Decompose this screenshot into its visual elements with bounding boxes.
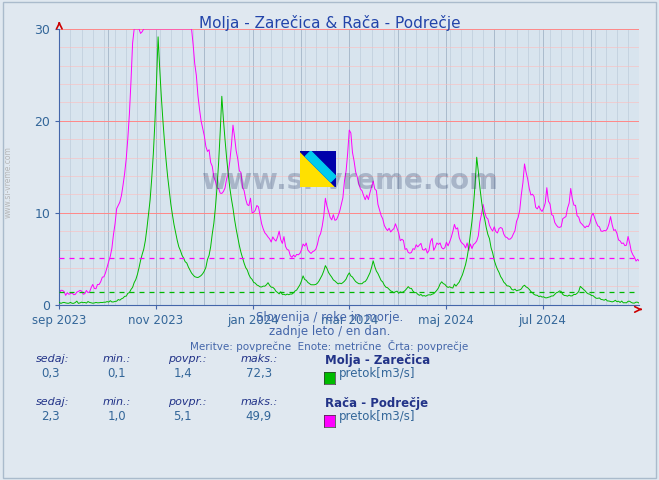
Text: Rača - Podrečje: Rača - Podrečje [325, 397, 428, 410]
Text: povpr.:: povpr.: [168, 397, 206, 408]
Polygon shape [300, 151, 336, 187]
Polygon shape [300, 151, 336, 187]
Text: min.:: min.: [102, 397, 130, 408]
Text: www.si-vreme.com: www.si-vreme.com [4, 146, 13, 218]
Text: maks.:: maks.: [241, 354, 278, 364]
Text: 72,3: 72,3 [246, 367, 272, 380]
Text: maks.:: maks.: [241, 397, 278, 408]
Text: 1,4: 1,4 [173, 367, 192, 380]
Text: sedaj:: sedaj: [36, 354, 70, 364]
Text: Molja - Zarečica: Molja - Zarečica [325, 354, 430, 367]
Text: pretok[m3/s]: pretok[m3/s] [339, 367, 415, 380]
Text: 49,9: 49,9 [246, 410, 272, 423]
Text: 1,0: 1,0 [107, 410, 126, 423]
Text: 0,1: 0,1 [107, 367, 126, 380]
Text: Slovenija / reke in morje.: Slovenija / reke in morje. [256, 311, 403, 324]
Text: Meritve: povprečne  Enote: metrične  Črta: povprečje: Meritve: povprečne Enote: metrične Črta:… [190, 340, 469, 352]
Text: min.:: min.: [102, 354, 130, 364]
Text: Molja - Zarečica & Rača - Podrečje: Molja - Zarečica & Rača - Podrečje [198, 15, 461, 31]
Text: povpr.:: povpr.: [168, 354, 206, 364]
Text: zadnje leto / en dan.: zadnje leto / en dan. [269, 325, 390, 338]
Polygon shape [305, 151, 336, 182]
Text: 5,1: 5,1 [173, 410, 192, 423]
Text: 2,3: 2,3 [42, 410, 60, 423]
Text: sedaj:: sedaj: [36, 397, 70, 408]
Text: 0,3: 0,3 [42, 367, 60, 380]
Text: www.si-vreme.com: www.si-vreme.com [201, 167, 498, 194]
Text: pretok[m3/s]: pretok[m3/s] [339, 410, 415, 423]
